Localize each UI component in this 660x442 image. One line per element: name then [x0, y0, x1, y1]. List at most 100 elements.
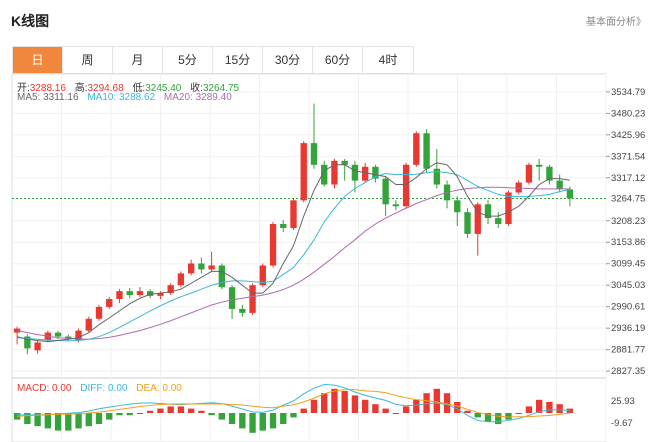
candle-body	[85, 318, 92, 331]
tab-week[interactable]: 周	[63, 47, 113, 73]
candle-body	[300, 143, 307, 201]
y-tick-label: 3099.45	[611, 259, 645, 270]
macd-bar	[341, 391, 348, 413]
macd-bar	[423, 393, 430, 413]
macd-bar	[413, 399, 420, 413]
macd-bar	[535, 399, 543, 413]
candle-body	[147, 291, 154, 296]
tab-month[interactable]: 月	[113, 47, 163, 73]
macd-bar	[495, 413, 502, 424]
macd-bar	[361, 399, 369, 413]
macd-bar	[484, 413, 492, 422]
candle-body	[361, 166, 369, 181]
candle-body	[392, 204, 400, 207]
macd-bar	[300, 408, 307, 413]
candle-body	[259, 265, 266, 286]
macd-bar	[249, 413, 256, 433]
candle-body	[136, 291, 144, 296]
page-title: K线图	[11, 13, 50, 29]
macd-bar	[402, 406, 410, 413]
candle-body	[484, 204, 492, 219]
candle-body	[382, 178, 389, 205]
macd-bar	[65, 413, 72, 431]
macd-bar	[167, 406, 174, 413]
macd-bar	[454, 402, 461, 413]
candle-body	[321, 164, 328, 185]
candle-body	[54, 332, 62, 337]
macd-bar	[126, 413, 133, 416]
tab-4hour[interactable]: 4时	[363, 47, 413, 73]
candle-body	[535, 164, 543, 167]
macd-bar	[269, 413, 277, 429]
macd-bar	[331, 388, 338, 413]
candle-body	[95, 306, 103, 319]
candle-body	[515, 182, 522, 193]
y-tick-label: 3153.86	[611, 237, 645, 248]
macd-bar	[24, 413, 31, 424]
candle-body	[546, 166, 553, 181]
macd-bar	[372, 404, 379, 413]
candle-body	[157, 293, 164, 296]
macd-bar	[177, 406, 185, 413]
macd-tick-label: 25.93	[611, 396, 635, 407]
tab-day[interactable]: 日	[13, 47, 63, 73]
macd-bar	[208, 413, 215, 416]
y-tick-label: 3534.79	[611, 87, 645, 98]
macd-bar	[505, 413, 512, 420]
y-tick-label: 2936.19	[611, 323, 645, 334]
high-value: 高:3294.68	[74, 83, 124, 94]
macd-bar	[13, 413, 21, 420]
tab-5min[interactable]: 5分	[163, 47, 213, 73]
macd-bar	[157, 408, 164, 413]
candle-body	[402, 164, 410, 207]
candle-body	[433, 168, 440, 185]
macd-bar	[556, 404, 563, 413]
dea-line	[17, 389, 570, 418]
macd-bar	[433, 388, 440, 413]
current-price-label: 3264.75	[611, 193, 645, 204]
macd-bar	[228, 413, 236, 424]
ma10-line	[17, 171, 570, 342]
tab-15min[interactable]: 15分	[213, 47, 263, 73]
candle-body	[341, 160, 348, 165]
candle-body	[218, 265, 226, 288]
period-tabs: 日 周 月 5分 15分 30分 60分 4时	[12, 46, 414, 74]
candle-body	[290, 200, 297, 228]
candle-body	[116, 291, 123, 300]
diff-line	[17, 384, 570, 423]
macd-bar	[464, 410, 471, 413]
tab-60min[interactable]: 60分	[313, 47, 363, 73]
candle-body	[423, 133, 430, 169]
candle-body	[65, 336, 72, 339]
macd-tick-label: -9.67	[611, 418, 633, 429]
candle-body	[249, 285, 256, 313]
macd-bar	[351, 395, 359, 413]
macd-bar	[34, 413, 41, 427]
macd-label: MACD: 0.00	[17, 383, 72, 394]
y-tick-label: 2827.35	[611, 366, 645, 377]
macd-bar	[136, 413, 144, 414]
close-value: 收:3264.75	[190, 83, 240, 94]
macd-bar	[147, 410, 154, 413]
candle-body	[24, 336, 31, 349]
macd-bar	[443, 393, 451, 413]
macd-bar	[239, 413, 246, 429]
fundamental-analysis-link[interactable]: 基本面分析》	[586, 17, 646, 28]
ma5-label: MA5: 3311.16	[17, 92, 79, 103]
ma20-label: MA20: 3289.40	[163, 92, 232, 103]
macd-bar	[187, 408, 195, 413]
candle-body	[556, 180, 563, 190]
tab-30min[interactable]: 30分	[263, 47, 313, 73]
macd-bar	[474, 413, 481, 418]
macd-bar	[116, 413, 123, 416]
candle-body	[495, 218, 502, 225]
candle-body	[208, 265, 215, 270]
candle-body	[167, 285, 174, 294]
macd-bar	[259, 413, 266, 431]
y-tick-label: 3371.54	[611, 151, 645, 162]
macd-bar	[382, 408, 389, 413]
candle-body	[464, 212, 471, 234]
macd-bar	[54, 413, 62, 431]
open-value: 开:3288.16	[17, 83, 66, 94]
